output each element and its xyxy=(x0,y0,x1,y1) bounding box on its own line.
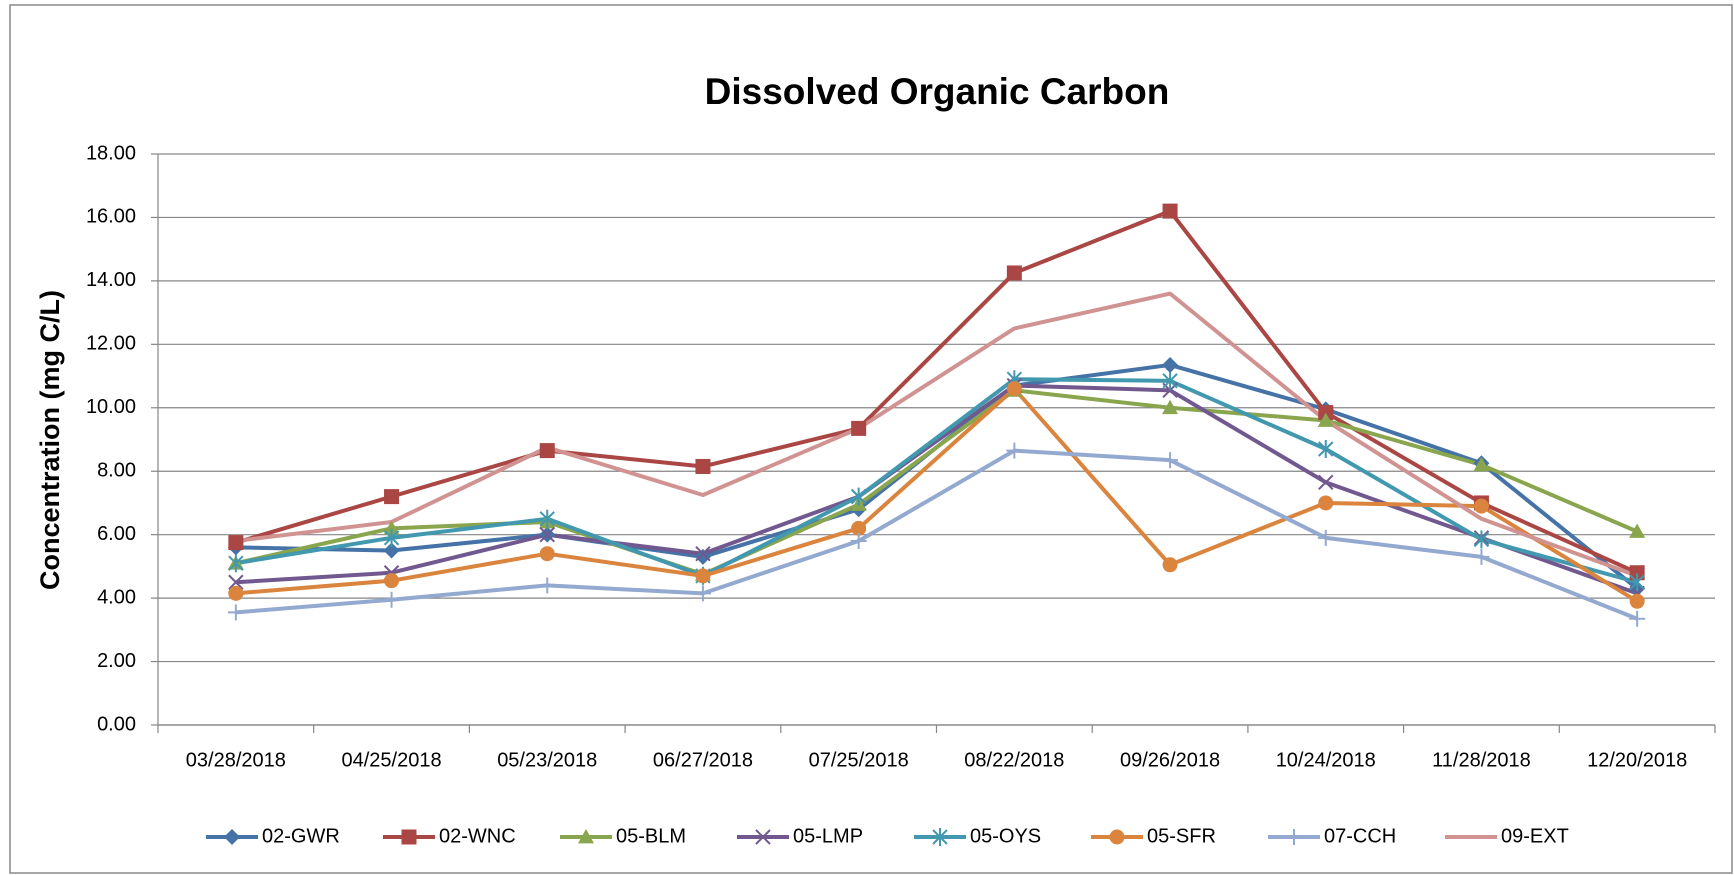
marker xyxy=(539,546,555,562)
marker xyxy=(1318,440,1334,459)
legend-label: 05-OYS xyxy=(970,825,1041,847)
marker xyxy=(383,520,400,535)
y-tick-label: 2.00 xyxy=(97,650,136,672)
y-tick-label: 12.00 xyxy=(86,333,136,355)
y-tick-label: 10.00 xyxy=(86,396,136,418)
marker xyxy=(755,829,771,845)
y-tick-label: 0.00 xyxy=(97,713,136,735)
legend-label: 09-EXT xyxy=(1501,825,1569,847)
marker xyxy=(228,554,244,573)
x-tick-label: 06/27/2018 xyxy=(653,749,753,771)
marker xyxy=(1109,829,1125,845)
marker xyxy=(851,520,867,536)
marker xyxy=(1473,498,1489,514)
marker xyxy=(1162,371,1178,390)
marker xyxy=(1473,530,1490,549)
legend-label: 05-BLM xyxy=(616,825,686,847)
series-line xyxy=(235,377,1638,585)
marker xyxy=(1006,442,1023,459)
x-tick-label: 05/23/2018 xyxy=(497,749,597,771)
y-tick-label: 18.00 xyxy=(86,142,136,164)
marker xyxy=(539,443,555,459)
marker xyxy=(1162,203,1178,219)
marker xyxy=(1629,610,1646,627)
y-tick-label: 8.00 xyxy=(97,460,136,482)
x-tick-label: 09/26/2018 xyxy=(1120,749,1220,771)
y-tick-label: 14.00 xyxy=(86,269,136,291)
y-axis-title: Concentration (mg C/L) xyxy=(35,290,65,590)
marker xyxy=(1162,557,1178,573)
marker xyxy=(1473,548,1490,565)
legend-label: 05-SFR xyxy=(1147,825,1216,847)
marker xyxy=(384,573,400,589)
marker xyxy=(1629,593,1645,609)
x-tick-label: 10/24/2018 xyxy=(1276,749,1376,771)
marker xyxy=(695,458,711,474)
marker xyxy=(695,545,711,562)
x-tick-label: 11/28/2018 xyxy=(1432,749,1531,771)
x-tick-label: 07/25/2018 xyxy=(809,749,909,771)
marker xyxy=(227,604,244,621)
x-tick-label: 03/28/2018 xyxy=(186,749,286,771)
marker xyxy=(695,568,711,584)
marker xyxy=(1006,381,1022,397)
marker xyxy=(1286,829,1302,845)
legend-label: 02-WNC xyxy=(439,825,516,847)
legend-label: 07-CCH xyxy=(1324,825,1396,847)
marker xyxy=(851,420,867,436)
marker xyxy=(578,829,594,844)
marker xyxy=(539,526,555,543)
y-tick-label: 6.00 xyxy=(97,523,136,545)
series-line xyxy=(235,448,1638,621)
x-tick-label: 08/22/2018 xyxy=(964,749,1064,771)
y-tick-label: 4.00 xyxy=(97,586,136,608)
marker xyxy=(228,535,244,551)
legend-label: 05-LMP xyxy=(793,825,863,847)
marker xyxy=(1318,474,1334,491)
marker xyxy=(383,528,400,547)
marker xyxy=(383,591,400,608)
marker xyxy=(401,829,417,845)
marker xyxy=(224,829,240,845)
marker xyxy=(228,585,244,601)
marker xyxy=(383,542,400,559)
marker xyxy=(1162,452,1179,469)
marker xyxy=(694,585,711,602)
series-line xyxy=(235,386,1639,603)
marker xyxy=(1006,265,1022,281)
marker xyxy=(1629,565,1645,581)
marker xyxy=(1317,412,1334,427)
chart-border xyxy=(9,4,1733,874)
marker xyxy=(1629,523,1646,538)
marker xyxy=(850,487,867,506)
chart-title: Dissolved Organic Carbon xyxy=(705,71,1170,112)
marker xyxy=(1317,529,1334,546)
marker xyxy=(539,577,556,594)
series-line xyxy=(235,383,1638,596)
legend-label: 02-GWR xyxy=(262,825,340,847)
x-tick-label: 04/25/2018 xyxy=(341,749,441,771)
marker xyxy=(850,533,867,550)
marker xyxy=(1629,573,1645,592)
marker xyxy=(1162,399,1179,415)
marker xyxy=(932,828,948,846)
marker xyxy=(228,574,244,590)
y-tick-label: 16.00 xyxy=(86,206,136,228)
series-line xyxy=(235,291,1638,578)
marker xyxy=(1162,356,1179,373)
series-line xyxy=(235,209,1638,575)
marker xyxy=(1473,456,1490,472)
marker xyxy=(694,548,711,565)
marker xyxy=(539,509,555,528)
x-tick-label: 12/20/2018 xyxy=(1587,749,1687,771)
series-line xyxy=(235,388,1638,577)
marker xyxy=(384,489,400,505)
marker xyxy=(1318,495,1334,511)
